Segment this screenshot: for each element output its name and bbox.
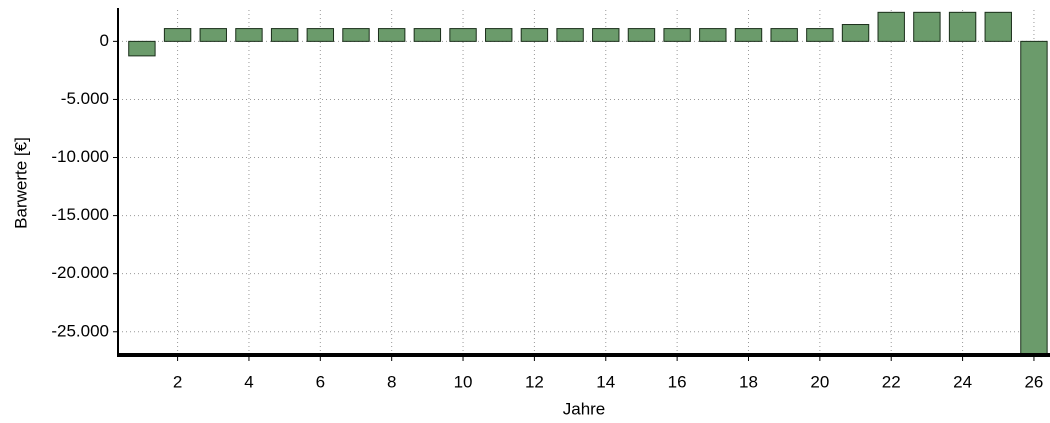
y-tick-label: -10.000: [51, 147, 109, 166]
bar: [556, 28, 584, 42]
bar: [413, 28, 442, 42]
x-tick-label: 4: [244, 372, 253, 391]
x-tick-label: 8: [387, 372, 396, 391]
bar: [984, 11, 1012, 42]
bar: [877, 11, 905, 42]
bar: [306, 28, 335, 42]
x-tick-label: 2: [173, 372, 182, 391]
bars: [128, 11, 1048, 355]
bar: [592, 28, 620, 42]
bar: [520, 28, 549, 42]
bar: [770, 28, 798, 42]
bar: [948, 11, 977, 42]
x-tick-label: 16: [668, 372, 687, 391]
bar: [449, 28, 477, 42]
bar: [734, 28, 763, 42]
bar: [913, 11, 941, 42]
bar: [485, 28, 513, 42]
y-tick-label: 0: [100, 31, 109, 50]
x-tick-label: 6: [316, 372, 325, 391]
y-axis-label: Barwerte [€]: [11, 137, 30, 229]
y-tick-label: -20.000: [51, 263, 109, 282]
bar: [663, 28, 691, 42]
y-tick-label: -15.000: [51, 205, 109, 224]
bar: [128, 40, 156, 57]
x-tick-label: 10: [454, 372, 473, 391]
x-tick-label: 22: [882, 372, 901, 391]
y-tick-label: -25.000: [51, 321, 109, 340]
x-axis-label: Jahre: [563, 399, 606, 418]
x-tick-label: 24: [953, 372, 972, 391]
bar: [699, 28, 727, 42]
grid: [118, 10, 1050, 355]
bar: [841, 24, 870, 42]
bar: [163, 28, 192, 42]
x-tick-label: 18: [739, 372, 758, 391]
x-tick-label: 20: [810, 372, 829, 391]
bar: [270, 28, 299, 42]
x-tick-label: 26: [1024, 372, 1043, 391]
x-tick-label: 12: [525, 372, 544, 391]
bar: [1020, 40, 1048, 355]
bar: [377, 28, 406, 42]
bar: [627, 28, 656, 42]
x-tick-label: 14: [596, 372, 615, 391]
bar: [235, 28, 263, 42]
bar: [806, 28, 834, 42]
y-tick-label: -5.000: [61, 89, 109, 108]
bar: [342, 28, 370, 42]
bar: [199, 28, 227, 42]
